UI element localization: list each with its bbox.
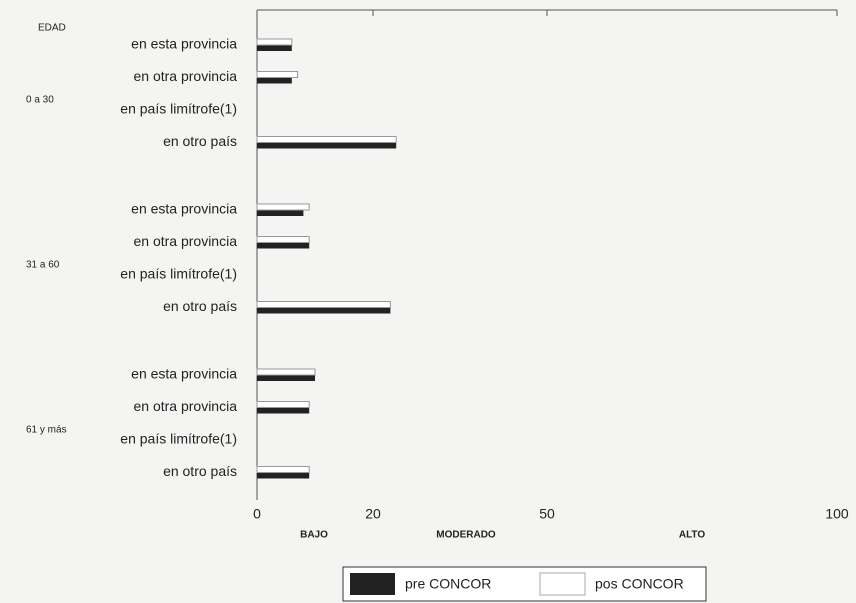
x-tick-label: 100 bbox=[825, 506, 849, 522]
bar bbox=[256, 401, 310, 408]
group-label: 31 a 60 bbox=[26, 260, 60, 271]
bar bbox=[256, 203, 310, 211]
annotation: BAJO bbox=[300, 530, 328, 541]
legend-swatch bbox=[539, 572, 586, 596]
y-tick-label: en esta provincia bbox=[131, 201, 237, 217]
bar bbox=[256, 236, 310, 243]
bar bbox=[257, 242, 310, 249]
y-tick-label: en otro país bbox=[163, 133, 237, 149]
bar bbox=[256, 71, 299, 78]
legend-swatch bbox=[350, 573, 395, 595]
legend-label: pre CONCOR bbox=[405, 576, 491, 592]
bar bbox=[257, 142, 397, 149]
bar bbox=[257, 407, 310, 414]
y-tick-label: en país limítrofe(1) bbox=[120, 266, 237, 282]
bar bbox=[257, 307, 391, 314]
bar bbox=[256, 466, 310, 473]
y-tick-label: en país limítrofe(1) bbox=[120, 431, 237, 447]
y-axis-title: EDAD bbox=[38, 23, 66, 34]
y-tick-label: en otro país bbox=[163, 463, 237, 479]
y-tick-label: en esta provincia bbox=[131, 36, 237, 52]
annotation: MODERADO bbox=[436, 530, 496, 541]
bar bbox=[257, 375, 315, 381]
y-tick-label: en otra provincia bbox=[133, 233, 237, 249]
y-tick-label: en otra provincia bbox=[133, 68, 237, 84]
bar bbox=[256, 301, 391, 308]
bar bbox=[257, 472, 310, 479]
group-label: 0 a 30 bbox=[26, 95, 54, 106]
y-tick-label: en esta provincia bbox=[131, 366, 237, 382]
y-tick-label: en otro país bbox=[163, 298, 237, 314]
bar bbox=[256, 368, 316, 376]
bar bbox=[257, 210, 304, 216]
x-tick-label: 20 bbox=[365, 506, 381, 522]
bar bbox=[257, 77, 292, 84]
x-tick-label: 0 bbox=[253, 506, 261, 522]
annotation: ALTO bbox=[679, 530, 706, 541]
legend-label: pos CONCOR bbox=[595, 576, 684, 592]
bar bbox=[257, 45, 292, 51]
group-label: 61 y más bbox=[26, 425, 67, 436]
bar bbox=[256, 136, 397, 143]
bar bbox=[256, 38, 293, 46]
legend-box bbox=[342, 566, 707, 602]
y-tick-label: en otra provincia bbox=[133, 398, 237, 414]
y-tick-label: en país limítrofe(1) bbox=[120, 101, 237, 117]
x-tick-label: 50 bbox=[539, 506, 555, 522]
